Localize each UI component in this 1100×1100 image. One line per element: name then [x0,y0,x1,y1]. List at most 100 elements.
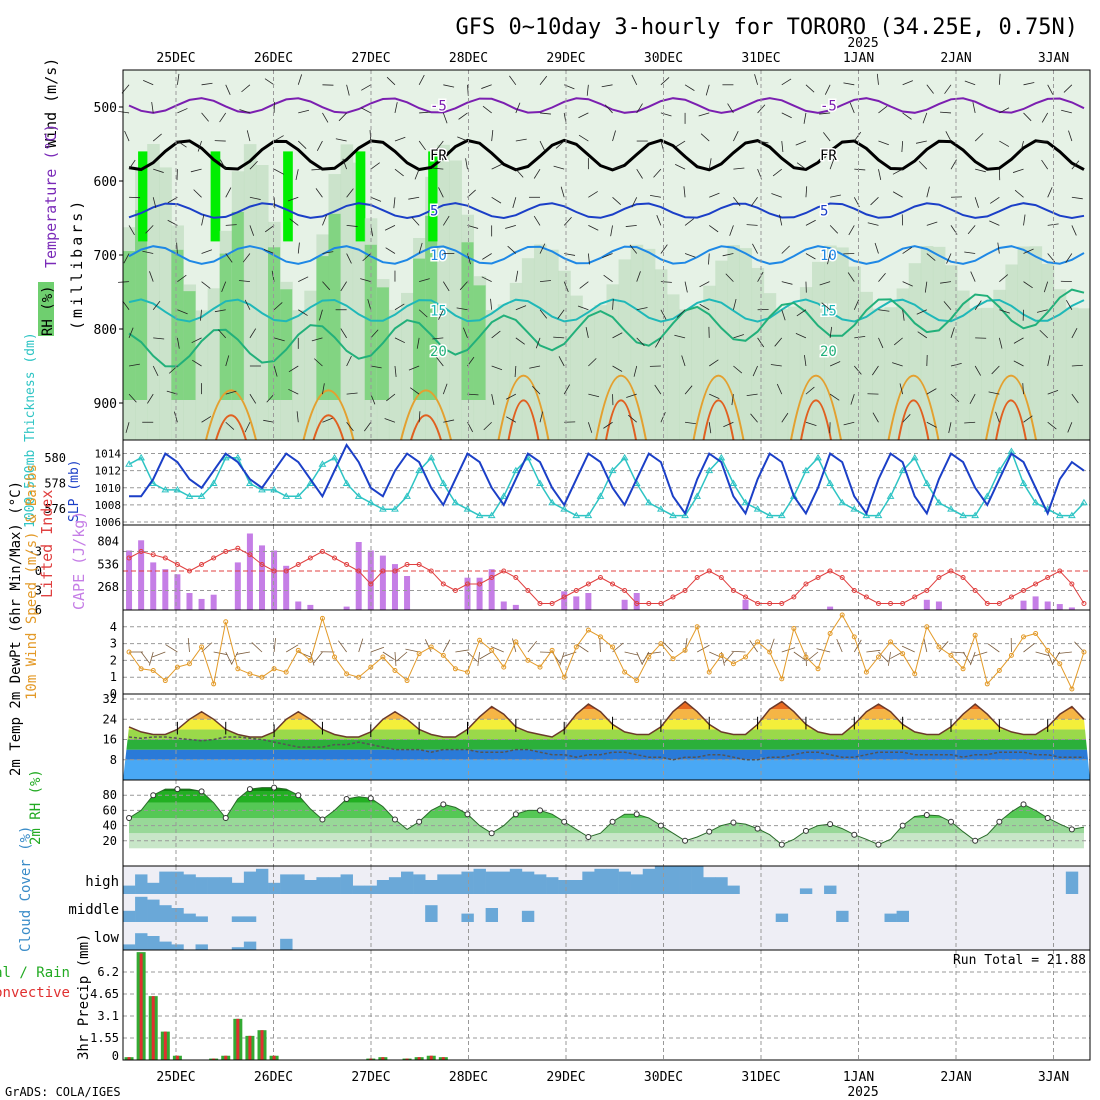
wind-barb [367,299,372,310]
rh-moist-column [981,307,994,440]
li-marker [464,581,470,587]
li-marker [549,601,555,606]
wind-barb [238,280,250,283]
wind-barb [555,140,565,149]
thickness-marker [1080,498,1088,506]
wind-barb [1023,248,1034,254]
wind-barb [264,225,275,233]
precip-conv-bar [212,1058,216,1060]
wind-barb-10m [923,638,928,653]
wind-speed-marker [682,647,688,653]
wind-barb-10m [285,644,299,653]
li-marker [743,594,749,600]
wind-barb [467,253,471,265]
wind-speed-marker [1033,631,1039,637]
wind-barb-10m [394,651,397,666]
li-marker [1008,594,1014,600]
wind-barb-10m [1035,651,1050,657]
li-marker [851,588,857,593]
wind-barb [384,418,396,423]
li-marker [900,601,906,606]
wind-barb [563,384,571,395]
wind-barb [723,421,734,428]
wind-barb [636,271,641,282]
li-marker [573,588,579,593]
wind-barb [273,337,285,342]
thickness-marker [983,492,992,499]
wind-barb [974,300,982,310]
wind-barb-10m [467,651,478,663]
wind-barb [560,186,565,198]
wind-barb [805,84,815,93]
rh-moist-column [243,144,257,440]
li-marker [791,594,797,600]
wind-barb [945,131,952,142]
millibars-label: (millibars) [68,198,86,330]
lifted-index-label: Lifted Index [38,490,56,598]
wind-barb [746,224,758,226]
cloud-bar [594,868,607,894]
rh-moist-column [775,309,789,440]
wind-barb-10m [950,651,965,654]
wind-barb [535,337,541,349]
wind-barb [443,419,455,423]
warm-isotherm-lobe [985,374,1037,441]
wind-barb [675,140,686,148]
rh2m-marker [367,795,374,802]
li-marker [815,575,821,580]
wind-barb [926,388,937,395]
wind-barb [770,364,782,367]
li-marker [694,575,700,580]
cloud-bar [195,877,208,894]
wind-barb [225,187,232,198]
wind-barb [362,253,372,262]
wind-barb-10m [599,637,601,653]
cloud-bar [147,936,160,950]
wind-barb [901,141,904,153]
wind-barb [1047,421,1057,430]
wind-barb [370,365,382,369]
li-marker [199,562,205,567]
wind-barb-10m [273,638,276,653]
bottom-date-29dec: 29DEC [546,1070,585,1085]
temp-band [123,729,1090,740]
wind-barb [893,337,903,346]
cloud-bar [231,947,245,950]
wind-barb [969,393,976,405]
wind-speed-marker [525,657,531,663]
wind-speed-marker [1069,686,1075,692]
cloud-bar [896,910,909,922]
wind-speed-marker [730,661,736,667]
li-marker [162,555,168,561]
slp-thickness-panel: 576 578 580 1006 1008 1010 1012 1014 [44,439,1091,529]
rh-moist-column [920,245,934,440]
wind-barb [725,273,734,282]
thickness-marker [209,479,218,486]
rh-humid-column [183,291,196,400]
cloud-bar [679,866,692,894]
hot-isotherm-lobe [702,399,735,441]
wind-barb [612,165,624,170]
wind-barb [709,359,719,367]
wind-barb [125,422,130,433]
wind-barb [193,189,202,198]
wind-barb [922,112,928,124]
thickness-marker [403,492,411,499]
cloud-bar [497,871,511,894]
cloud-bar [280,874,293,894]
wind-barb [944,84,952,94]
wind-barb [774,337,783,347]
wind-barb [249,328,257,339]
wind-barb [854,168,866,171]
cape-bar [126,550,133,610]
wind-barb [128,363,140,367]
li-marker [888,601,894,606]
top-date-30dec: 30DEC [644,51,683,66]
temp2m-label: 2m Temp 2m DewPt (6hr Min/Max) (°C) [8,481,24,776]
cape-bar [234,562,241,610]
wind-barb [438,187,444,198]
wind-speed-marker [779,676,785,682]
wind-barb [625,225,637,227]
wind-barb [514,365,517,378]
wind-barb [1047,389,1059,395]
